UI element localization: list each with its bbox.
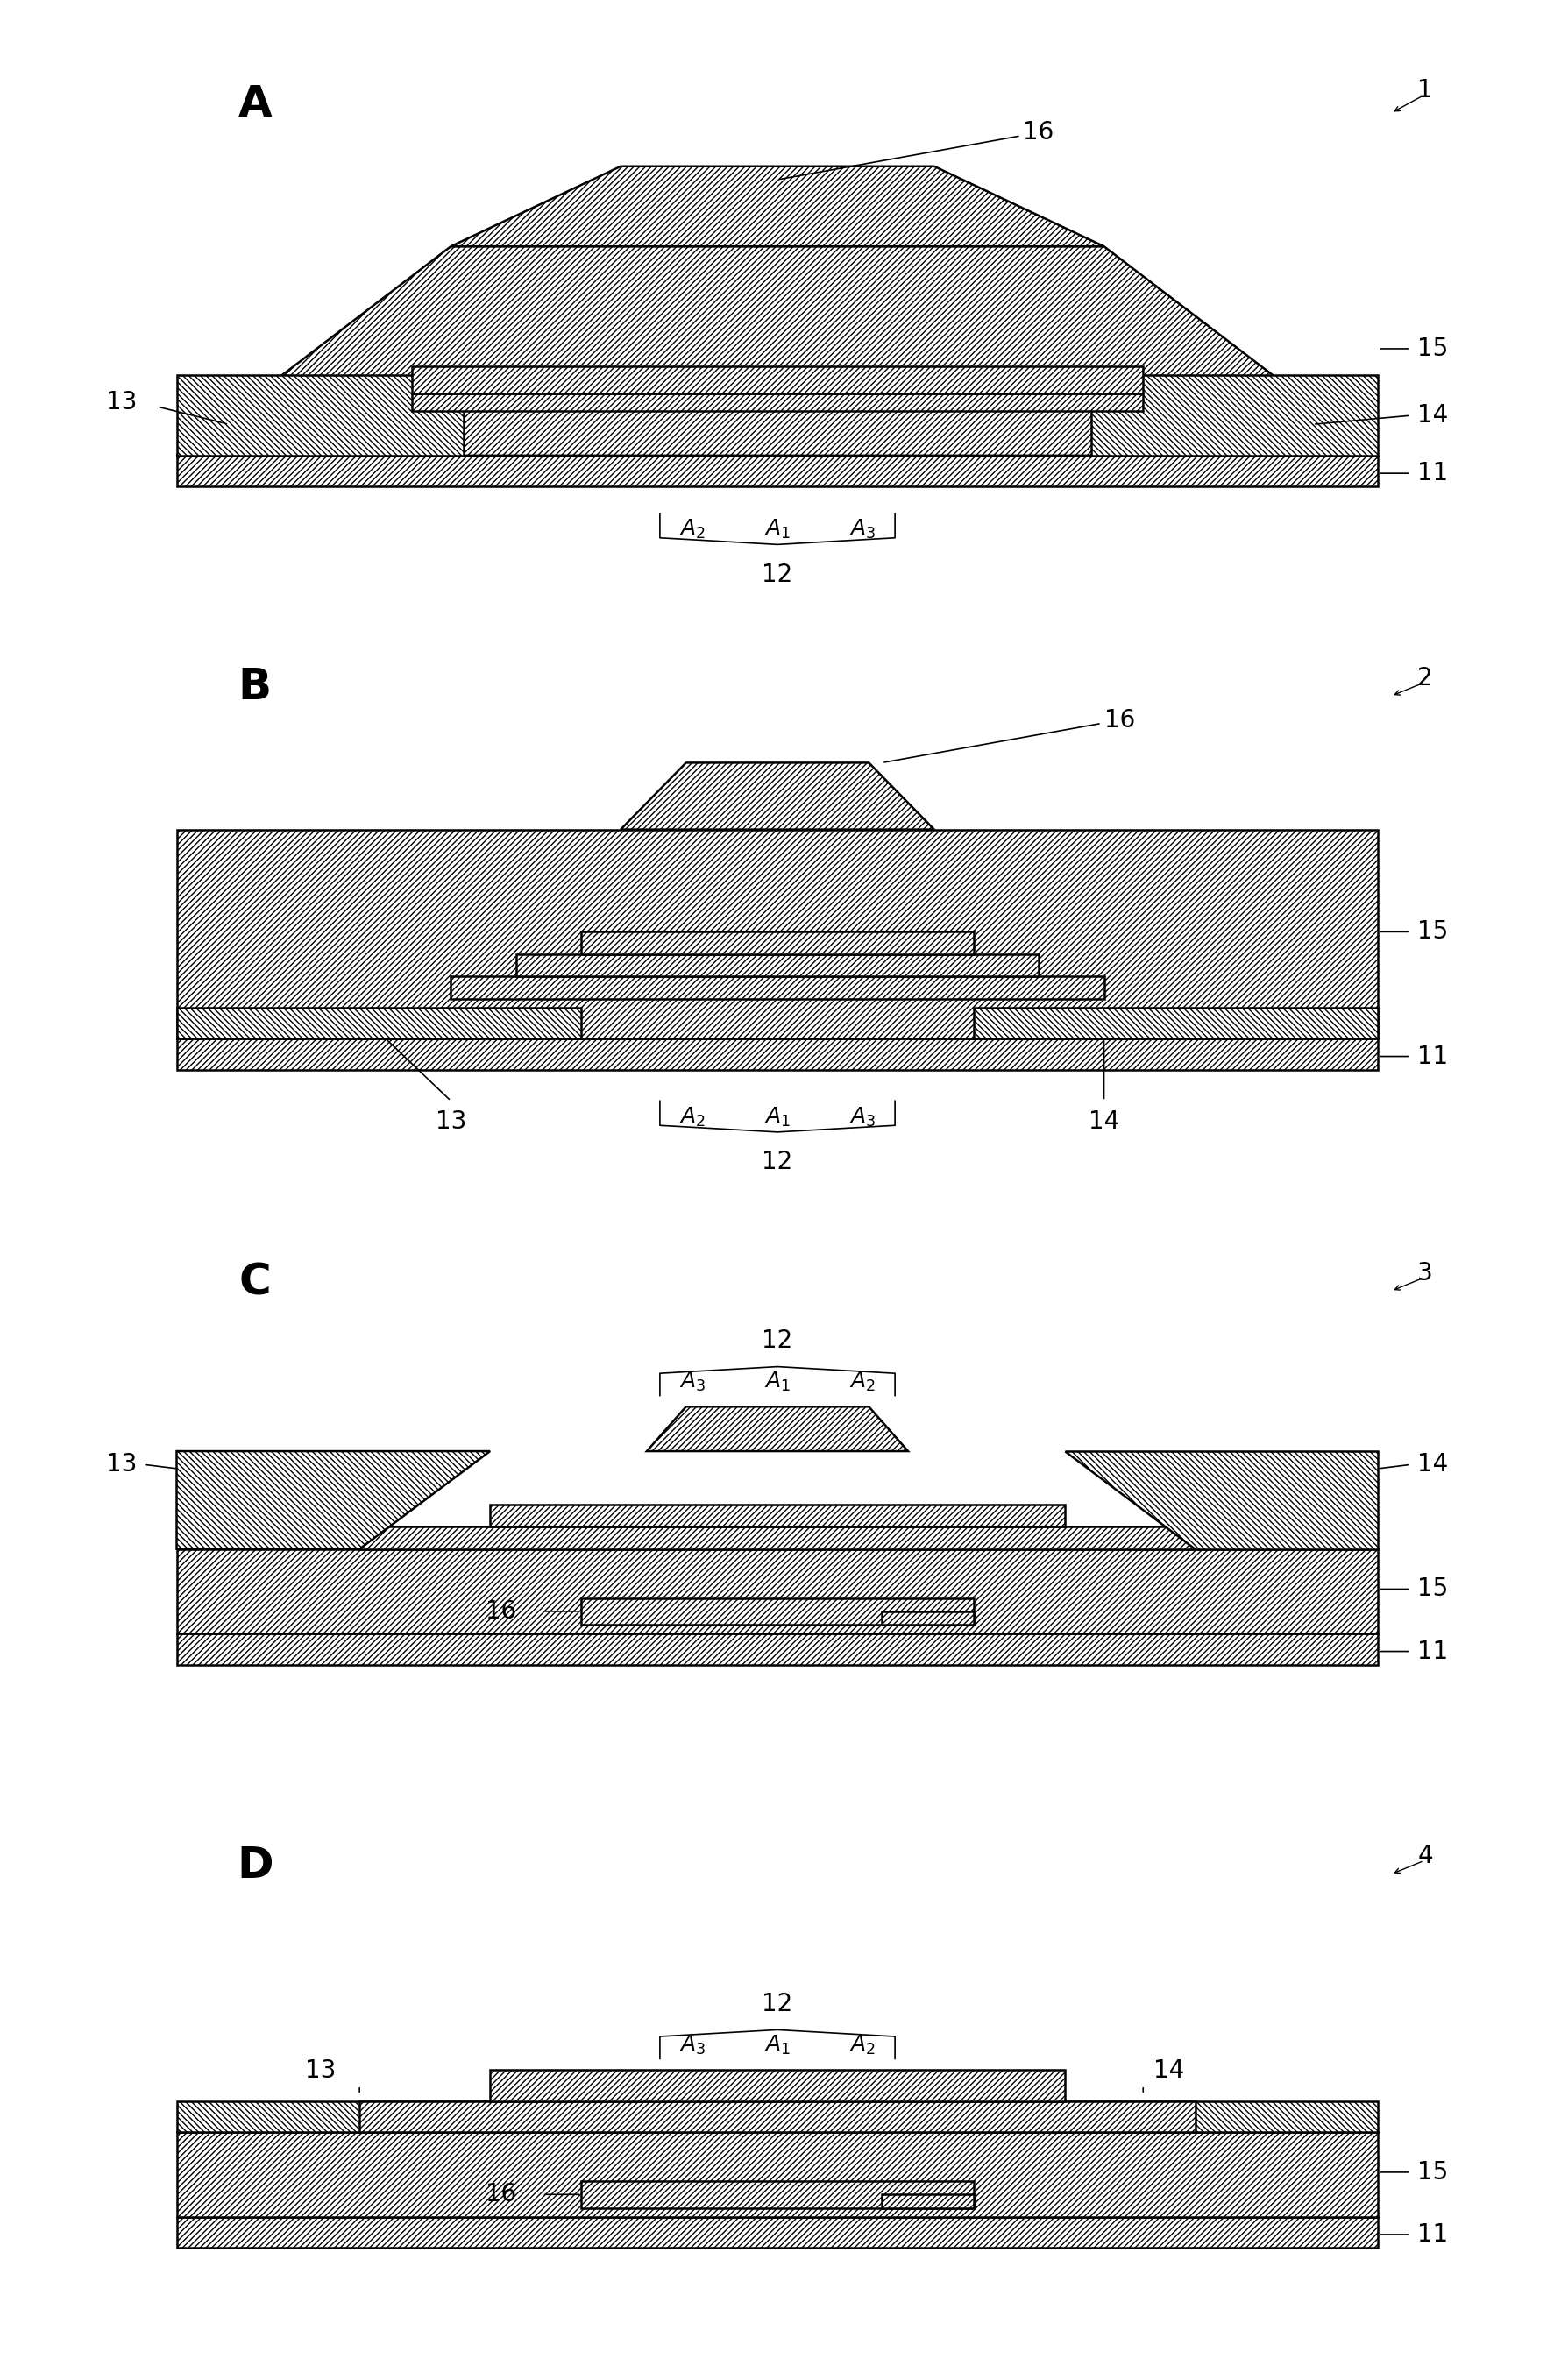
Polygon shape [581,933,973,954]
Text: 16: 16 [780,121,1054,178]
Text: 11: 11 [1417,1640,1447,1664]
Polygon shape [177,831,1377,1038]
Text: 16: 16 [485,1599,516,1623]
Polygon shape [177,1007,581,1038]
Text: D: D [236,1844,274,1887]
Polygon shape [359,2102,1195,2132]
Polygon shape [177,455,1377,486]
Polygon shape [451,976,1103,1000]
Polygon shape [881,2194,973,2209]
Text: $A_3$: $A_3$ [679,2033,706,2056]
Text: 1: 1 [1417,79,1433,102]
Text: A: A [238,83,272,126]
Text: $A_1$: $A_1$ [765,1104,789,1128]
Text: 11: 11 [1417,1045,1447,1069]
Text: 16: 16 [884,707,1134,762]
Polygon shape [646,1407,908,1452]
Text: 13: 13 [305,2059,336,2082]
Text: 14: 14 [1417,402,1447,428]
Polygon shape [973,1007,1377,1038]
Polygon shape [177,376,463,455]
Text: B: B [238,666,272,709]
Polygon shape [934,2102,1377,2132]
Polygon shape [412,393,1142,412]
Text: 3: 3 [1417,1261,1433,1285]
Polygon shape [490,2071,1064,2102]
Text: 14: 14 [1088,1109,1119,1135]
Text: $A_1$: $A_1$ [765,1371,789,1392]
Polygon shape [881,1611,973,1626]
Text: $A_3$: $A_3$ [848,519,875,540]
Text: 13: 13 [106,390,137,414]
Text: 12: 12 [761,1328,793,1354]
Polygon shape [177,2216,1377,2247]
Polygon shape [1064,1452,1377,1549]
Text: C: C [239,1261,270,1304]
Polygon shape [451,167,1103,248]
Text: 12: 12 [761,1150,793,1173]
Text: 13: 13 [106,1452,137,1478]
Polygon shape [359,1528,1195,1549]
Polygon shape [581,1597,973,1626]
Text: 14: 14 [1417,1452,1447,1478]
Text: 14: 14 [1153,2059,1184,2082]
Polygon shape [177,1633,1377,1664]
Polygon shape [177,248,1377,455]
Text: 15: 15 [1417,919,1447,945]
Polygon shape [516,954,1038,976]
Polygon shape [581,2180,973,2209]
Text: 11: 11 [1417,462,1447,486]
Text: 4: 4 [1417,1844,1433,1868]
Text: $A_1$: $A_1$ [765,519,789,540]
Text: $A_3$: $A_3$ [848,1104,875,1128]
Text: 15: 15 [1417,336,1447,362]
Polygon shape [177,2132,1377,2216]
Text: 11: 11 [1417,2223,1447,2247]
Text: $A_3$: $A_3$ [679,1371,706,1392]
Text: $A_2$: $A_2$ [848,2033,875,2056]
Polygon shape [177,1549,1377,1633]
Text: 16: 16 [485,2182,516,2206]
Text: $A_1$: $A_1$ [765,2033,789,2056]
Polygon shape [1091,376,1377,455]
Text: $A_2$: $A_2$ [679,1104,706,1128]
Text: 12: 12 [761,562,793,588]
Text: $A_2$: $A_2$ [848,1371,875,1392]
Text: 15: 15 [1417,1578,1447,1602]
Polygon shape [412,367,1142,393]
Polygon shape [177,2102,620,2132]
Text: 2: 2 [1417,666,1433,690]
Text: 12: 12 [761,1992,793,2016]
Polygon shape [490,1504,1064,1528]
Text: 13: 13 [435,1109,466,1135]
Polygon shape [177,1038,1377,1069]
Polygon shape [177,1452,490,1549]
Text: 15: 15 [1417,2161,1447,2185]
Polygon shape [620,762,934,831]
Text: $A_2$: $A_2$ [679,519,706,540]
